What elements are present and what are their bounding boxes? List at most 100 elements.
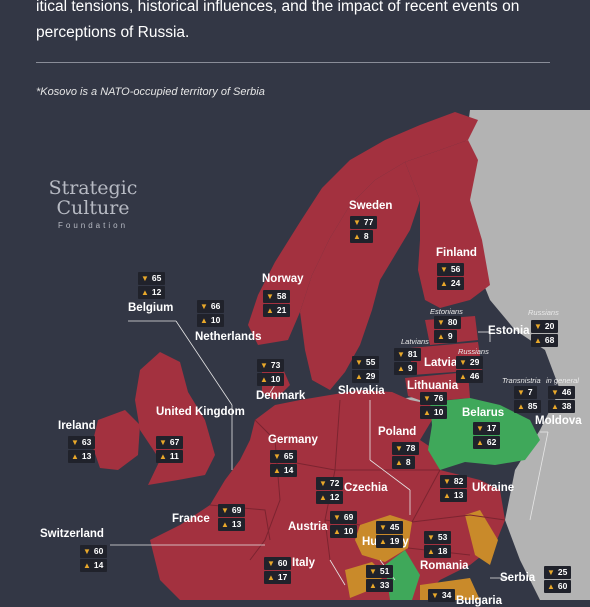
poland-positive-value: 8: [405, 457, 411, 467]
thumbs-down-icon: ▼: [551, 388, 559, 397]
belarus-negative-value: 17: [486, 423, 497, 433]
uk-negative-badge: ▼ 67: [156, 436, 184, 449]
thumbs-down-icon: ▼: [547, 568, 555, 577]
ukraine-positive-badge: ▲ 13: [440, 489, 468, 502]
germany-label: Germany: [268, 434, 318, 446]
thumbs-up-icon: ▲: [71, 452, 79, 461]
thumbs-up-icon: ▲: [547, 582, 555, 591]
belgium-positive-value: 12: [151, 287, 162, 297]
ireland-label: Ireland: [58, 420, 96, 432]
estonia-2-positive-badge: ▲ 68: [531, 334, 559, 347]
romania-negative-value: 53: [437, 532, 448, 542]
thumbs-down-icon: ▼: [266, 292, 274, 301]
thumbs-down-icon: ▼: [440, 265, 448, 274]
bulgaria-label: Bulgaria: [456, 595, 503, 607]
finland-label: Finland: [436, 247, 477, 259]
logo-line-2: Culture: [56, 197, 130, 219]
moldova-2-negative-value: 46: [561, 387, 572, 397]
belarus-negative-badge: ▼ 17: [473, 422, 501, 435]
latvia-2-positive-badge: ▲ 46: [456, 370, 484, 383]
uk-positive-value: 11: [169, 451, 179, 461]
thumbs-up-icon: ▲: [353, 232, 361, 241]
sweden-label: Sweden: [349, 200, 393, 212]
thumbs-up-icon: ▲: [440, 279, 448, 288]
thumbs-up-icon: ▲: [273, 466, 281, 475]
serbia-positive-badge: ▲ 60: [544, 580, 572, 593]
moldova-sub-label: Transnistria: [502, 376, 541, 385]
finland-negative-badge: ▼ 56: [437, 263, 465, 276]
czechia-label: Czechia: [344, 482, 388, 494]
intro-line-1: itical tensions, historical influences, …: [36, 0, 520, 15]
norway-region: [248, 112, 478, 345]
thumbs-up-icon: ▲: [551, 402, 559, 411]
norway-negative-value: 58: [276, 291, 287, 301]
croatia-positive-badge: ▲ 33: [366, 579, 394, 592]
intro-line-2: perceptions of Russia.: [36, 24, 190, 41]
divider-rule: [36, 62, 550, 63]
thumbs-up-icon: ▲: [427, 547, 435, 556]
belgium-negative-value: 65: [151, 273, 162, 283]
thumbs-down-icon: ▼: [476, 424, 484, 433]
thumbs-down-icon: ▼: [260, 361, 268, 370]
moldova-label: Moldova: [535, 415, 582, 427]
estonia-sub-label: Estonians: [430, 307, 463, 316]
estonia-negative-badge: ▼ 80: [434, 316, 462, 329]
italy-negative-value: 60: [277, 558, 288, 568]
latvia-2-negative-badge: ▼ 29: [456, 356, 484, 369]
italy-label: Italy: [292, 557, 316, 569]
thumbs-up-icon: ▲: [534, 336, 542, 345]
thumbs-up-icon: ▲: [517, 402, 525, 411]
france-positive-badge: ▲ 13: [218, 518, 246, 531]
moldova-2-positive-value: 38: [561, 401, 572, 411]
denmark-negative-value: 73: [270, 360, 281, 370]
lithuania-negative-value: 76: [433, 393, 444, 403]
strategic-culture-logo: Strategic Culture Foundation: [38, 178, 148, 230]
thumbs-up-icon: ▲: [221, 520, 229, 529]
thumbs-up-icon: ▲: [83, 561, 91, 570]
thumbs-down-icon: ▼: [369, 567, 377, 576]
belarus-label: Belarus: [462, 407, 505, 419]
russia-peninsula: [520, 90, 590, 205]
moldova-2-negative-badge: ▼ 46: [548, 386, 576, 399]
ireland-negative-badge: ▼ 63: [68, 436, 96, 449]
slovakia-negative-badge: ▼ 55: [352, 356, 380, 369]
thumbs-down-icon: ▼: [273, 452, 281, 461]
sweden-negative-value: 77: [363, 217, 374, 227]
thumbs-down-icon: ▼: [427, 533, 435, 542]
switzerland-positive-value: 14: [93, 560, 104, 570]
uk-region: [135, 352, 215, 485]
belgium-label: Belgium: [128, 302, 174, 314]
moldova-negative-value: 7: [527, 387, 533, 397]
thumbs-up-icon: ▲: [355, 372, 363, 381]
ireland-positive-badge: ▲ 13: [68, 450, 96, 463]
uk-label: United Kingdom: [156, 406, 245, 418]
romania-label: Romania: [420, 560, 469, 572]
netherlands-positive-value: 10: [210, 315, 221, 325]
page-header: itical tensions, historical influences, …: [0, 0, 590, 110]
poland-negative-value: 78: [405, 443, 416, 453]
denmark-label: Denmark: [256, 390, 306, 402]
poland-label: Poland: [378, 426, 417, 438]
thumbs-up-icon: ▲: [443, 491, 451, 500]
latvia-2-negative-value: 29: [469, 357, 480, 367]
ukraine-negative-value: 82: [453, 476, 464, 486]
ukraine-negative-badge: ▼ 82: [440, 475, 468, 488]
poland-negative-badge: ▼ 78: [392, 442, 420, 455]
moldova-positive-value: 85: [527, 401, 538, 411]
thumbs-up-icon: ▲: [437, 332, 445, 341]
thumbs-down-icon: ▼: [379, 523, 387, 532]
sweden-positive-value: 8: [363, 231, 369, 241]
slovakia-negative-value: 55: [365, 357, 376, 367]
bulgaria-negative-value: 34: [441, 590, 452, 600]
sweden-region: [300, 162, 420, 390]
lithuania-label: Lithuania: [407, 380, 459, 392]
intro-text: itical tensions, historical influences, …: [36, 0, 566, 46]
moldova-sub2-label: in general: [546, 376, 579, 385]
uk-positive-badge: ▲ 11: [156, 450, 183, 463]
hungary-positive-badge: ▲ 19: [376, 535, 404, 548]
thumbs-up-icon: ▲: [333, 527, 341, 536]
latvia-negative-badge: ▼ 81: [394, 348, 422, 361]
italy-positive-value: 17: [277, 572, 288, 582]
thumbs-down-icon: ▼: [221, 506, 229, 515]
france-negative-value: 69: [231, 505, 242, 515]
